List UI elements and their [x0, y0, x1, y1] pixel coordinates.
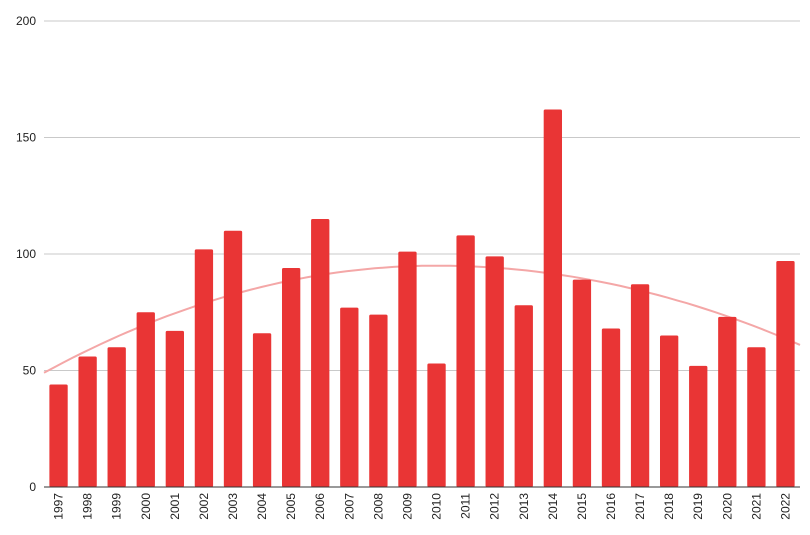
x-tick-label: 2018 [662, 493, 676, 520]
x-tick-label: 2006 [313, 493, 327, 520]
y-axis-tick-labels: 0 50 100 150 200 [16, 14, 36, 494]
bar-2005 [281, 267, 301, 487]
x-tick-label: 2017 [633, 493, 647, 520]
y-tick-label: 150 [16, 131, 36, 145]
x-tick-label: 2012 [488, 493, 502, 520]
x-tick-label: 2014 [546, 493, 560, 520]
x-tick-label: 2002 [197, 493, 211, 520]
x-tick-label: 2010 [430, 493, 444, 520]
x-tick-label: 2015 [575, 493, 589, 520]
x-tick-label: 1998 [81, 493, 95, 520]
bar-2016 [601, 328, 621, 487]
bar-2002 [194, 249, 214, 487]
bar-2017 [630, 284, 650, 487]
x-tick-label: 2001 [168, 493, 182, 520]
bar-2021 [747, 347, 766, 487]
bar-1998 [78, 356, 97, 487]
x-tick-label: 2021 [749, 493, 763, 520]
y-tick-label: 200 [16, 14, 36, 28]
x-tick-label: 2004 [255, 493, 269, 520]
y-tick-label: 100 [16, 247, 36, 261]
bar-2018 [659, 335, 679, 487]
x-tick-label: 2022 [778, 493, 792, 520]
bar-2006 [311, 219, 330, 488]
y-tick-label: 0 [29, 480, 36, 494]
bar-2007 [340, 307, 359, 487]
x-tick-label: 1997 [52, 493, 66, 520]
bar-2011 [456, 235, 475, 487]
bar-series [49, 109, 795, 488]
x-tick-label: 2020 [720, 493, 734, 520]
x-tick-label: 2005 [284, 493, 298, 520]
bar-2009 [398, 251, 417, 487]
x-axis-tick-labels: 1997 1998 1999 2000 2001 2002 2003 2004 2005 2006… [52, 493, 793, 520]
bar-1997 [49, 384, 68, 487]
y-tick-label: 50 [23, 364, 37, 378]
bar-2008 [369, 314, 388, 487]
x-tick-label: 2008 [371, 493, 385, 520]
bar-2015 [572, 279, 592, 487]
x-tick-label: 2013 [517, 493, 531, 520]
x-tick-label: 2000 [139, 493, 153, 520]
trend-line [43, 264, 801, 374]
x-tick-label: 2011 [459, 493, 473, 519]
bar-2014 [543, 109, 563, 487]
grid-lines [44, 20, 800, 371]
x-tick-label: 2019 [691, 493, 705, 520]
bar-2022 [776, 260, 795, 487]
bar-2003 [223, 230, 243, 487]
x-tick-label: 2009 [400, 493, 414, 520]
x-tick-label: 2003 [226, 493, 240, 520]
x-tick-label: 2016 [604, 493, 618, 520]
bar-2020 [718, 316, 737, 487]
bar-2012 [485, 256, 504, 487]
bar-2013 [514, 305, 533, 487]
bar-2004 [252, 333, 272, 487]
bar-2001 [165, 330, 185, 487]
x-tick-label: 1999 [110, 493, 124, 520]
bar-2019 [689, 365, 708, 487]
bar-1999 [107, 347, 126, 487]
bar-2000 [136, 312, 155, 487]
bar-2010 [427, 363, 446, 487]
x-tick-label: 2007 [342, 493, 356, 520]
